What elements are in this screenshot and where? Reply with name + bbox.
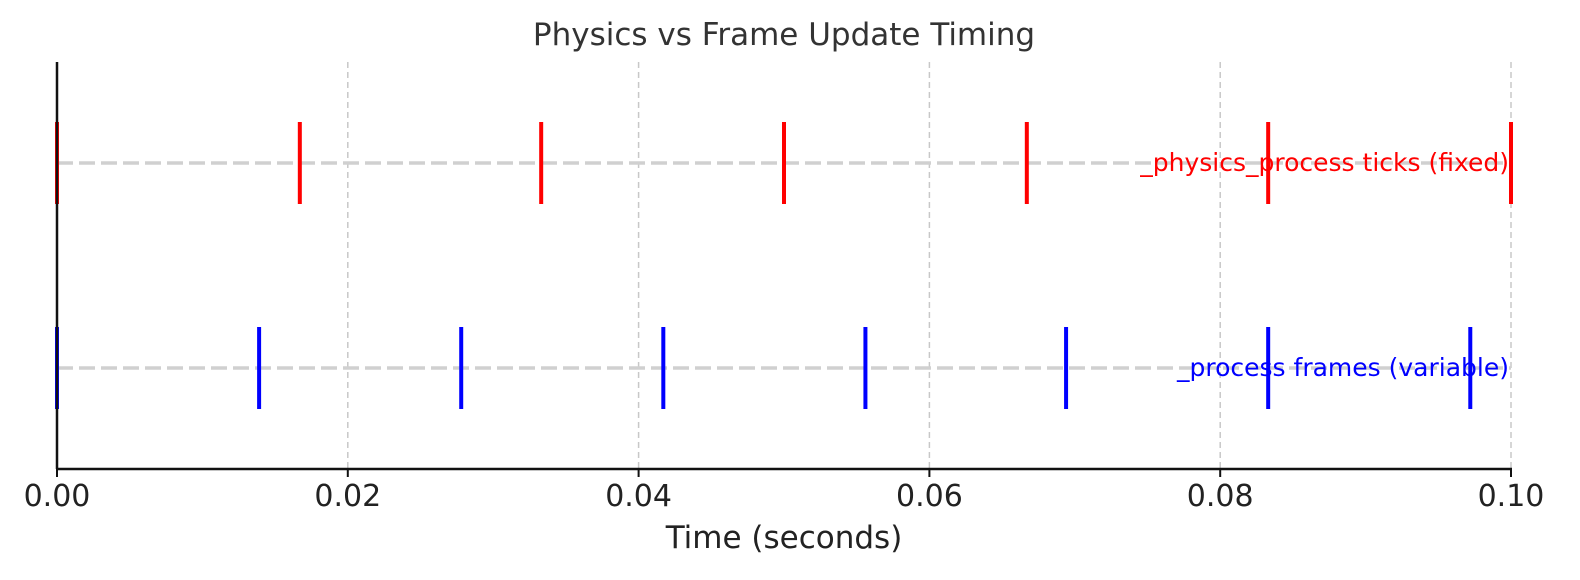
x-tick-label: 0.08	[1187, 479, 1254, 514]
x-tick-label: 0.04	[605, 479, 672, 514]
x-tick-label: 0.10	[1478, 479, 1545, 514]
series-label: _process frames (variable)	[1176, 353, 1509, 382]
chart-title: Physics vs Frame Update Timing	[533, 17, 1035, 53]
x-tick-label: 0.02	[314, 479, 381, 514]
x-tick-labels: 0.00 0.02 0.04 0.06 0.08 0.10	[24, 469, 1545, 514]
x-tick-label: 0.00	[24, 479, 91, 514]
series-label: _physics_process ticks (fixed)	[1139, 148, 1509, 177]
series-labels: _physics_process ticks (fixed) _process f…	[1139, 148, 1509, 382]
grid-lines	[347, 62, 1512, 469]
x-tick-label: 0.06	[896, 479, 963, 514]
x-axis-label: Time (seconds)	[665, 520, 903, 556]
